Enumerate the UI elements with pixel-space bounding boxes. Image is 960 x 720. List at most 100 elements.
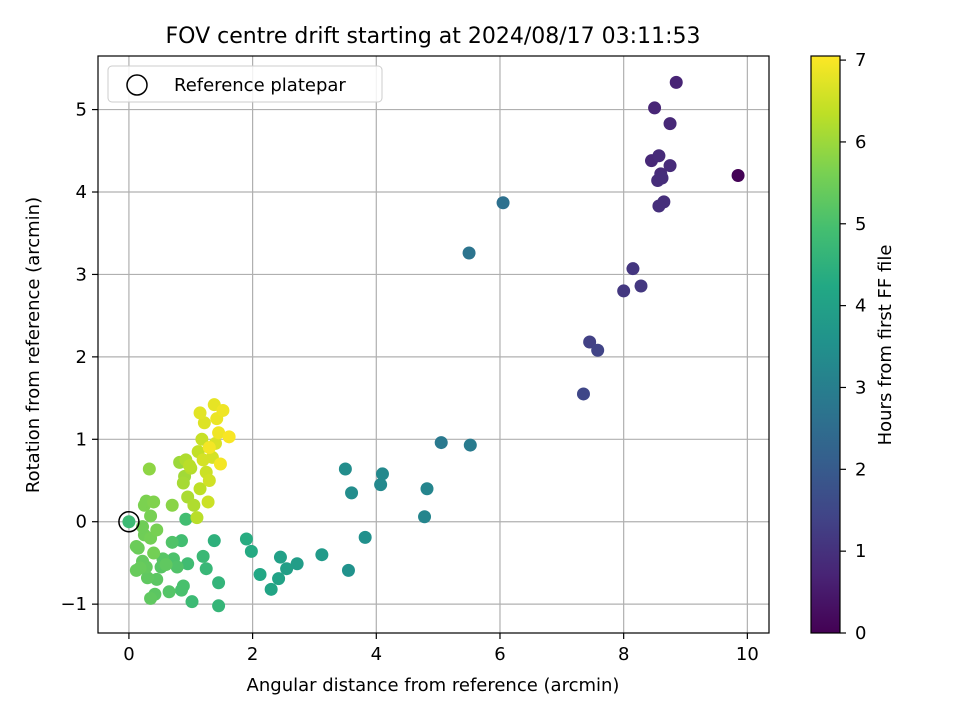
data-point [663, 159, 677, 173]
data-point [617, 284, 631, 298]
y-tick-label: 5 [76, 100, 87, 121]
x-tick-label: 2 [247, 644, 258, 665]
plot-frame [97, 55, 770, 634]
data-point [239, 532, 253, 546]
data-point [591, 343, 605, 357]
data-point [147, 495, 161, 509]
data-point [290, 557, 304, 571]
data-point [140, 571, 154, 585]
y-tick-label: 3 [76, 264, 87, 285]
y-tick-label: 4 [76, 182, 87, 203]
colorbar [811, 56, 840, 633]
data-point [273, 550, 287, 564]
data-point [280, 562, 294, 576]
data-point [338, 462, 352, 476]
legend-reference-marker [126, 74, 148, 96]
grid [98, 56, 769, 633]
data-point [272, 572, 286, 586]
data-point [669, 75, 683, 89]
data-point [165, 535, 179, 549]
data-point [358, 530, 372, 544]
data-point [315, 548, 329, 562]
legend: Reference platepar [107, 65, 383, 103]
y-axis-ticks: −1 0 1 2 3 4 5 [60, 100, 98, 615]
data-point [212, 426, 226, 440]
colorbar-tick-label: 7 [855, 50, 866, 71]
colorbar-label: Hours from first FF file [875, 245, 896, 446]
data-point [187, 498, 201, 512]
data-point [212, 576, 226, 590]
data-point [244, 544, 258, 558]
y-axis-label: Rotation from reference (arcmin) [23, 197, 44, 493]
colorbar-tick-label: 2 [855, 459, 866, 480]
data-point [663, 117, 677, 131]
chart-title: FOV centre drift starting at 2024/08/17 … [166, 24, 701, 49]
data-point [655, 171, 669, 185]
data-point [202, 441, 216, 455]
colorbar-tick-label: 5 [855, 214, 866, 235]
data-point [345, 486, 359, 500]
data-point [165, 498, 179, 512]
data-point [144, 591, 158, 605]
x-tick-label: 4 [371, 644, 382, 665]
data-point [420, 482, 434, 496]
reference-point-marker [118, 510, 140, 533]
colorbar-frame [810, 55, 841, 634]
data-point [652, 199, 666, 213]
data-point [374, 478, 388, 492]
data-point [195, 432, 209, 446]
data-point [190, 511, 204, 525]
data-point [213, 457, 227, 471]
y-tick-label: −1 [60, 594, 87, 615]
data-point [185, 595, 199, 609]
legend-entry-label: Reference platepar [174, 75, 346, 96]
data-point [496, 196, 510, 210]
data-point [129, 563, 143, 577]
data-point [202, 474, 216, 488]
reference-marker-group [118, 510, 140, 533]
data-point [576, 387, 590, 401]
data-point [150, 523, 164, 537]
data-point [147, 546, 161, 560]
data-point [463, 438, 477, 452]
data-point [159, 558, 173, 572]
data-point [434, 436, 448, 450]
data-point [174, 583, 188, 597]
data-point [179, 512, 193, 526]
y-tick-label: 0 [76, 512, 87, 533]
data-point [199, 562, 213, 576]
data-point [142, 462, 156, 476]
x-tick-label: 8 [618, 644, 629, 665]
data-point [652, 149, 666, 163]
data-point [341, 563, 355, 577]
data-point [418, 510, 432, 524]
colorbar-tick-label: 3 [855, 377, 866, 398]
x-axis-label: Angular distance from reference (arcmin) [247, 675, 620, 696]
colorbar-ticks: 0 1 2 3 4 5 6 7 [840, 50, 866, 644]
legend-box [107, 65, 383, 103]
data-point [731, 169, 745, 183]
data-point [196, 549, 210, 563]
data-point [626, 262, 640, 276]
reference-point-fill [122, 515, 136, 529]
x-tick-label: 0 [123, 644, 134, 665]
data-point [181, 557, 195, 571]
data-point [196, 453, 210, 467]
data-point [212, 599, 226, 613]
data-points [129, 75, 745, 613]
colorbar-tick-label: 1 [855, 541, 866, 562]
data-point [375, 467, 389, 481]
data-point [222, 430, 236, 444]
data-point [201, 495, 215, 509]
data-point [176, 476, 190, 490]
data-point [583, 335, 597, 349]
data-point [634, 279, 648, 293]
data-point [207, 534, 221, 548]
data-point [193, 482, 207, 496]
data-point [253, 567, 267, 581]
data-point [170, 560, 184, 574]
data-point [129, 539, 143, 553]
colorbar-tick-label: 6 [855, 132, 866, 153]
